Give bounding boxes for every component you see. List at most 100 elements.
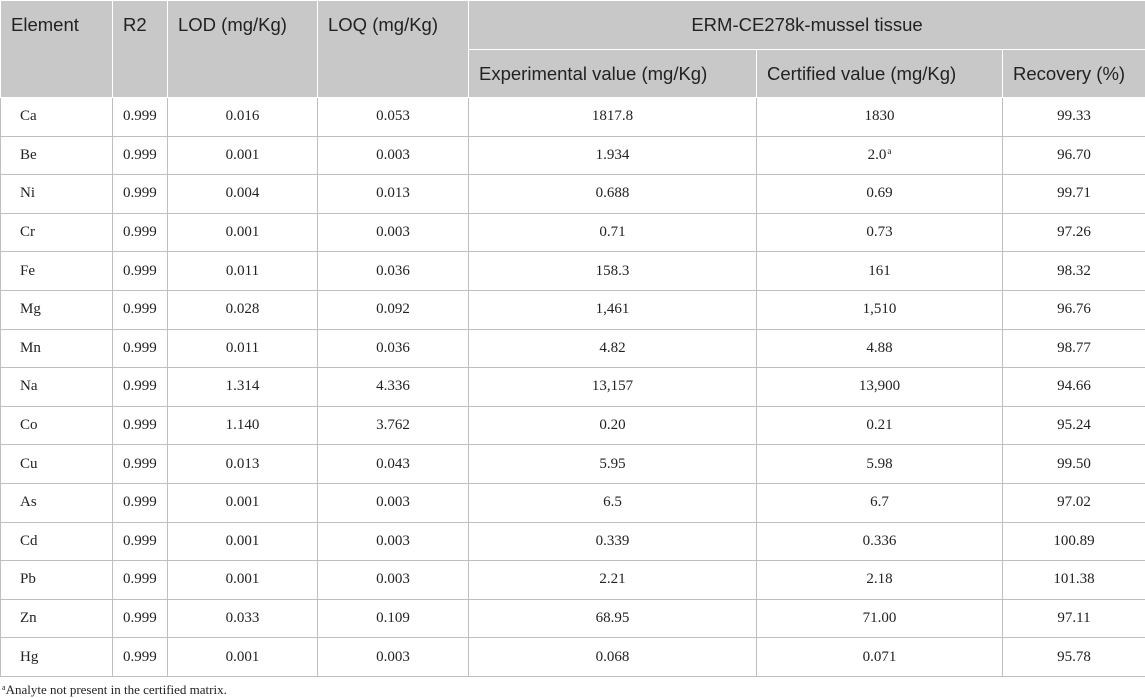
cell-element: Ca xyxy=(0,97,113,137)
header-element: Element xyxy=(0,0,113,98)
cell-element: Be xyxy=(0,135,113,176)
cell-certified-value: 6.7 xyxy=(870,494,889,511)
cell-recovery: 99.71 xyxy=(1002,174,1145,214)
cell-element-value: Co xyxy=(20,417,38,434)
cell-recovery-value: 96.70 xyxy=(1057,146,1091,163)
cell-r2: 0.999 xyxy=(112,251,168,291)
cell-element-value: Ni xyxy=(20,185,35,202)
cell-recovery: 100.89 xyxy=(1002,521,1145,562)
cell-experimental-value: 1.934 xyxy=(595,146,630,163)
table-row: Zn 0.999 0.033 0.109 68.95 71.00 97.11 xyxy=(0,598,1145,639)
cell-certified-value: 13,900 xyxy=(858,378,901,395)
cell-experimental-value: 158.3 xyxy=(595,262,630,279)
cell-r2: 0.999 xyxy=(112,289,168,330)
cell-certified: 13,900 xyxy=(756,367,1003,407)
cell-lod-value: 0.001 xyxy=(225,224,260,241)
header-recovery: Recovery (%) xyxy=(1002,49,1145,98)
cell-r2-value: 0.999 xyxy=(123,571,157,588)
cell-lod: 0.013 xyxy=(167,444,318,484)
cell-experimental-value: 5.95 xyxy=(599,455,626,472)
cell-recovery-value: 100.89 xyxy=(1053,532,1095,549)
cell-loq-value: 3.762 xyxy=(376,417,410,434)
cell-experimental-value: 4.82 xyxy=(599,339,626,356)
cell-certified: 4.88 xyxy=(756,328,1003,369)
cell-experimental-value: 1,461 xyxy=(595,301,630,318)
cell-element: Zn xyxy=(0,598,113,639)
cell-certified: 71.00 xyxy=(756,598,1003,639)
cell-r2-value: 0.999 xyxy=(123,185,157,202)
cell-element: As xyxy=(0,482,113,523)
cell-experimental-value: 0.71 xyxy=(599,224,626,241)
cell-certified: 1830 xyxy=(756,97,1003,137)
cell-element: Co xyxy=(0,405,113,446)
cell-lod-value: 0.001 xyxy=(225,571,260,588)
cell-r2: 0.999 xyxy=(112,482,168,523)
table-row: Mn 0.999 0.011 0.036 4.82 4.88 98.77 xyxy=(0,328,1145,369)
cell-experimental: 0.339 xyxy=(468,521,757,562)
cell-recovery-value: 98.77 xyxy=(1057,339,1091,356)
cell-lod: 0.033 xyxy=(167,598,318,639)
cell-certified: 2.18 xyxy=(756,560,1003,600)
cell-lod: 0.001 xyxy=(167,135,318,176)
cell-certified-value: 1,510 xyxy=(862,301,897,318)
cell-experimental: 0.71 xyxy=(468,212,757,253)
cell-recovery-value: 97.26 xyxy=(1057,224,1091,241)
cell-experimental-value: 0.339 xyxy=(595,532,630,549)
cell-experimental-value: 13,157 xyxy=(591,378,634,395)
cell-certified: 0.73 xyxy=(756,212,1003,253)
cell-r2: 0.999 xyxy=(112,367,168,407)
cell-loq-value: 0.092 xyxy=(376,301,410,318)
cell-element: Ni xyxy=(0,174,113,214)
cell-recovery: 95.24 xyxy=(1002,405,1145,446)
cell-lod: 0.001 xyxy=(167,560,318,600)
cell-element-value: Na xyxy=(20,378,38,395)
cell-certified-value: 5.98 xyxy=(866,455,893,472)
cell-experimental-value: 0.068 xyxy=(595,648,630,665)
cell-element: Mg xyxy=(0,289,113,330)
cell-element: Cd xyxy=(0,521,113,562)
cell-certified-value: 4.88 xyxy=(866,339,893,356)
table-row: Cr 0.999 0.001 0.003 0.71 0.73 97.26 xyxy=(0,212,1145,253)
cell-element: Cu xyxy=(0,444,113,484)
cell-experimental: 158.3 xyxy=(468,251,757,291)
cell-recovery-value: 99.33 xyxy=(1057,108,1091,125)
cell-element: Hg xyxy=(0,637,113,677)
table-row: Ca 0.999 0.016 0.053 1817.8 1830 99.33 xyxy=(0,97,1145,137)
cell-element-value: Cr xyxy=(20,224,35,241)
cell-certified: 161 xyxy=(756,251,1003,291)
cell-experimental-value: 2.21 xyxy=(599,571,626,588)
cell-lod-value: 0.016 xyxy=(225,108,260,125)
cell-recovery-value: 96.76 xyxy=(1057,301,1091,318)
cell-r2: 0.999 xyxy=(112,212,168,253)
cell-element-value: Zn xyxy=(20,610,37,627)
cell-experimental: 68.95 xyxy=(468,598,757,639)
cell-certified: 0.336 xyxy=(756,521,1003,562)
cell-lod-value: 0.001 xyxy=(225,648,260,665)
cell-loq: 3.762 xyxy=(317,405,469,446)
cell-experimental: 1,461 xyxy=(468,289,757,330)
cell-certified-value: 0.21 xyxy=(866,417,893,434)
cell-element: Mn xyxy=(0,328,113,369)
cell-loq: 0.003 xyxy=(317,560,469,600)
cell-r2-value: 0.999 xyxy=(123,108,157,125)
table-row: Co 0.999 1.140 3.762 0.20 0.21 95.24 xyxy=(0,405,1145,446)
cell-certified: 5.98 xyxy=(756,444,1003,484)
cell-element: Pb xyxy=(0,560,113,600)
cell-certified-value: 2.18 xyxy=(866,571,893,588)
cell-loq-value: 0.043 xyxy=(376,455,410,472)
cell-lod-value: 0.001 xyxy=(225,494,260,511)
cell-element-value: Mg xyxy=(20,301,41,318)
cell-loq: 4.336 xyxy=(317,367,469,407)
cell-recovery-value: 97.02 xyxy=(1057,494,1091,511)
cell-recovery-value: 97.11 xyxy=(1057,610,1091,627)
cell-certified: 2.0a xyxy=(756,135,1003,176)
table-row: Pb 0.999 0.001 0.003 2.21 2.18 101.38 xyxy=(0,560,1145,600)
cell-experimental: 0.068 xyxy=(468,637,757,677)
cell-experimental-value: 68.95 xyxy=(595,610,630,627)
cell-r2-value: 0.999 xyxy=(123,417,157,434)
cell-recovery: 95.78 xyxy=(1002,637,1145,677)
header-group: ERM-CE278k-mussel tissue xyxy=(468,0,1145,50)
cell-loq: 0.053 xyxy=(317,97,469,137)
cell-lod-value: 0.011 xyxy=(225,262,260,279)
cell-loq-value: 0.109 xyxy=(376,610,410,627)
